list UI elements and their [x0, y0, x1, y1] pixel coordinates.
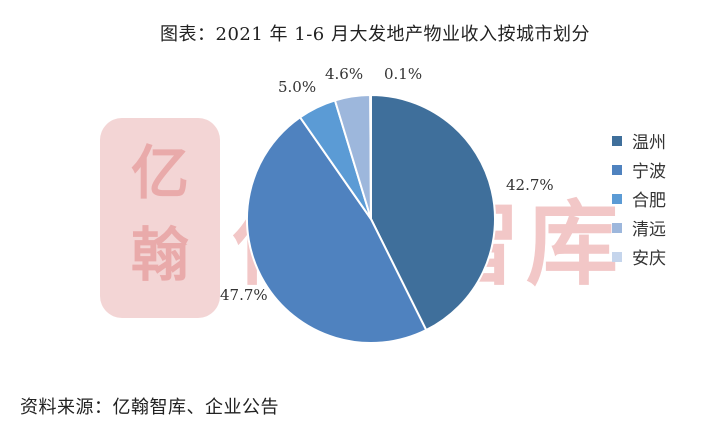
- legend-swatch: [612, 164, 622, 175]
- legend-swatch: [612, 251, 622, 262]
- data-label-anqing: 0.1%: [384, 65, 422, 83]
- legend-swatch: [612, 222, 622, 233]
- legend-swatch: [612, 193, 622, 204]
- data-label-qingyuan: 4.6%: [325, 65, 363, 83]
- legend-label: 温州: [632, 133, 666, 153]
- legend-item-qingyuan: 清远: [612, 213, 666, 242]
- legend-item-wenzhou: 温州: [612, 126, 666, 155]
- legend-swatch: [612, 135, 622, 146]
- legend-label: 清远: [632, 220, 666, 240]
- chart-legend: 温州 宁波 合肥 清远 安庆: [612, 126, 666, 271]
- pie-slice-ningbo: [245, 115, 428, 344]
- data-label-wenzhou: 42.7%: [506, 176, 554, 194]
- chart-title: 图表：2021 年 1-6 月大发地产物业收入按城市划分: [160, 24, 590, 45]
- source-note: 资料来源：亿翰智库、企业公告: [20, 397, 279, 418]
- data-label-ningbo: 47.7%: [220, 286, 268, 304]
- pie-slice-wenzhou: [370, 93, 497, 332]
- legend-item-anqing: 安庆: [612, 242, 666, 271]
- legend-label: 安庆: [632, 249, 666, 269]
- pie-slice-anqing: [369, 93, 372, 220]
- legend-label: 合肥: [632, 191, 666, 211]
- legend-item-ningbo: 宁波: [612, 155, 666, 184]
- data-label-hefei: 5.0%: [278, 78, 316, 96]
- legend-label: 宁波: [632, 162, 666, 182]
- legend-item-hefei: 合肥: [612, 184, 666, 213]
